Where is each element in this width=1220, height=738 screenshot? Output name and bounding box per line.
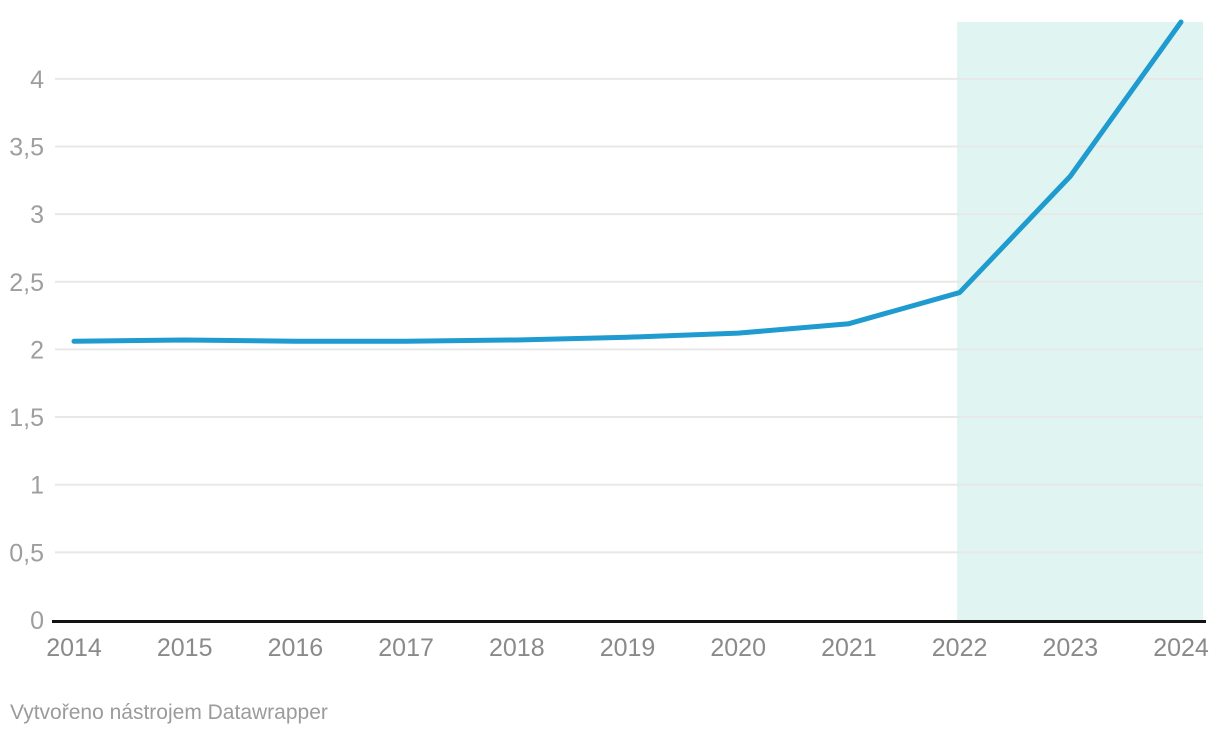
x-tick-label: 2020: [710, 634, 766, 662]
x-tick-label: 2019: [600, 634, 656, 662]
y-tick-label: 0: [30, 607, 44, 635]
x-tick-label: 2018: [489, 634, 545, 662]
highlight-region: [957, 22, 1203, 621]
y-tick-label: 1,5: [9, 404, 44, 432]
y-tick-label: 4: [30, 66, 44, 94]
x-tick-label: 2022: [932, 634, 988, 662]
x-tick-label: 2015: [157, 634, 213, 662]
x-tick-label: 2016: [268, 634, 324, 662]
attribution-link[interactable]: Vytvořeno nástrojem Datawrapper: [10, 701, 328, 724]
y-tick-label: 0,5: [9, 539, 44, 567]
x-tick-label: 2017: [378, 634, 434, 662]
y-tick-label: 2: [30, 336, 44, 364]
y-tick-label: 1: [30, 472, 44, 500]
x-tick-label: 2023: [1042, 634, 1098, 662]
x-tick-label: 2021: [821, 634, 877, 662]
y-tick-label: 3,5: [9, 133, 44, 161]
data-line: [71, 19, 1184, 344]
x-tick-label: 2014: [46, 634, 102, 662]
y-tick-label: 2,5: [9, 269, 44, 297]
y-tick-label: 3: [30, 201, 44, 229]
x-tick-label: 2024: [1153, 634, 1209, 662]
line-chart: 0 0,5 1 1,5 2 2,5 3 3,5 4 2014 2015 2016 2017 2018 201…: [9, 19, 1209, 662]
